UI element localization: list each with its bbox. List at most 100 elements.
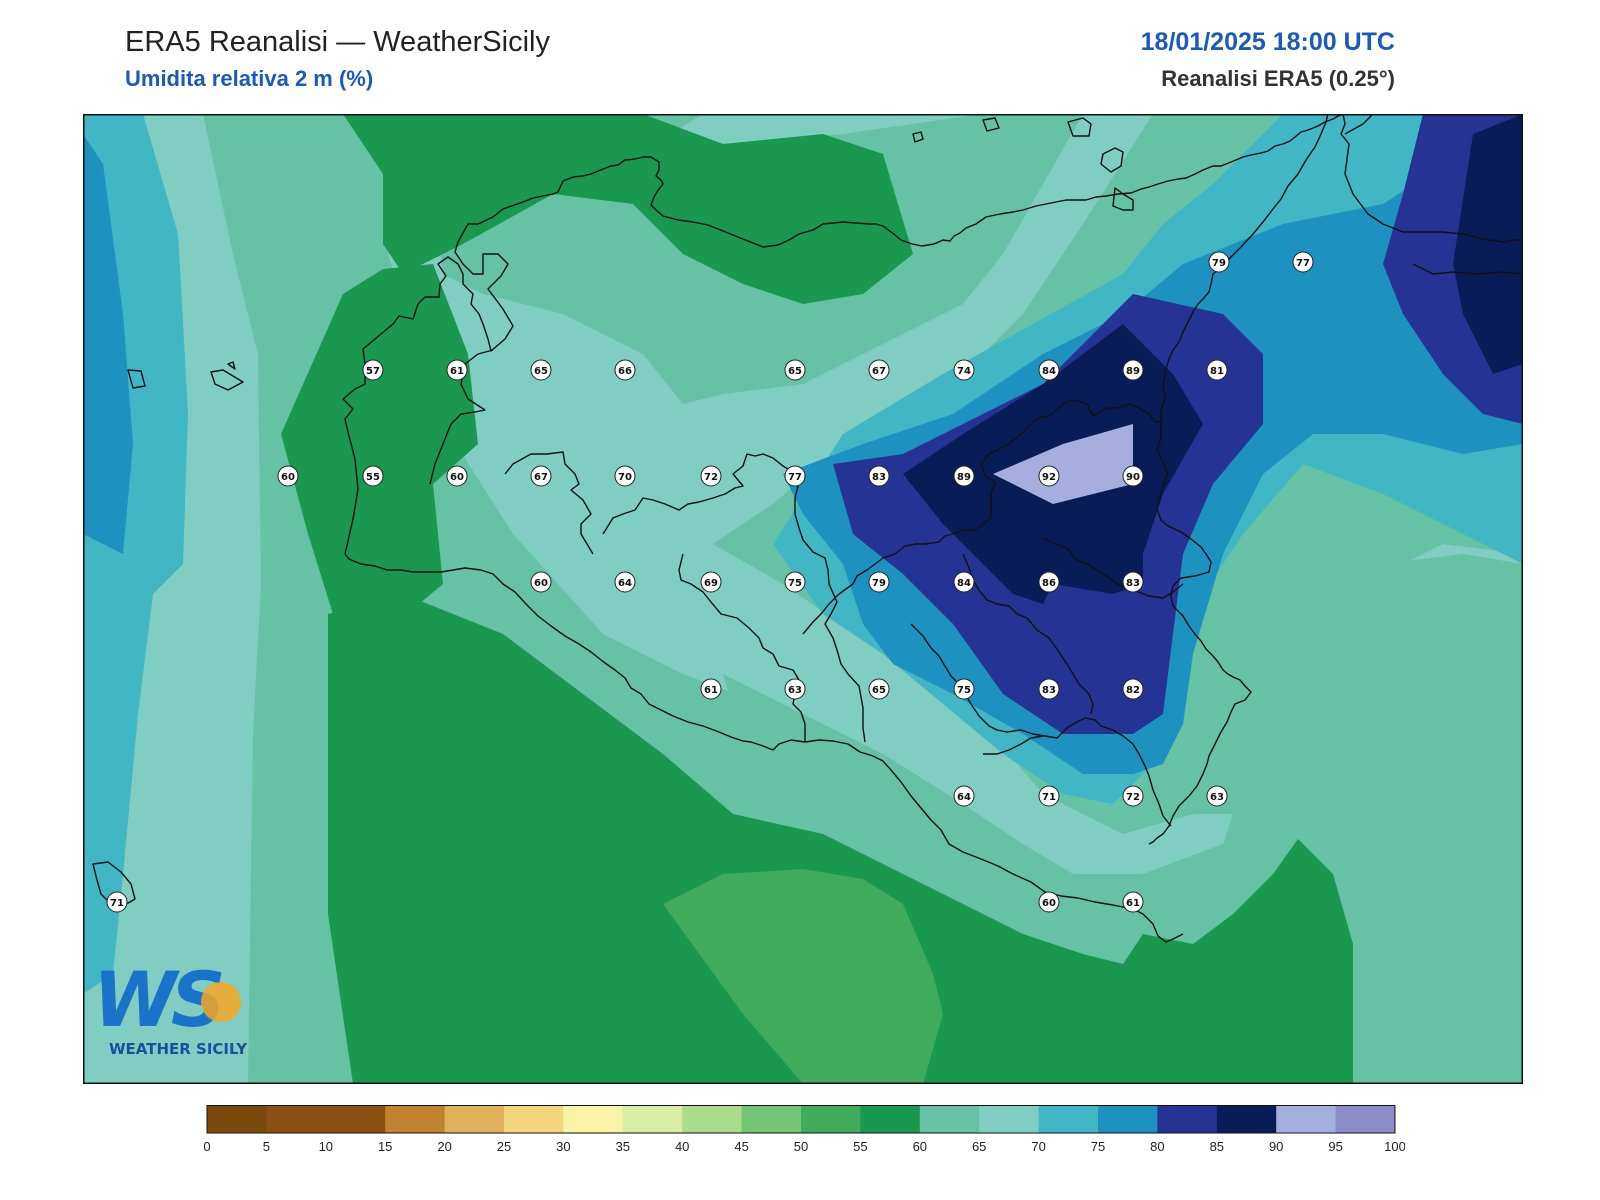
station-value: 86: [1042, 578, 1056, 589]
colorbar-box: [979, 1105, 1040, 1133]
station-circle: [277, 465, 299, 487]
station-circle: [1038, 785, 1060, 807]
station-marker: 77: [1292, 251, 1314, 273]
contour-60-65-south: [723, 674, 1243, 954]
station-circle: [1206, 359, 1228, 381]
humidity-map: 79 77 57 61 65 66 65 67 74 84 89 81 60 55 60 67 70 72 77 83…: [83, 114, 1523, 1084]
station-circle: [1122, 678, 1144, 700]
station-marker: 83: [1122, 571, 1144, 593]
station-value: 63: [788, 685, 802, 696]
station-marker: 55: [362, 465, 384, 487]
station-marker: 75: [784, 571, 806, 593]
map-title: ERA5 Reanalisi — WeatherSicily: [125, 26, 550, 58]
station-circle: [1038, 678, 1060, 700]
colorbar-tick-label: 35: [616, 1139, 630, 1154]
station-circle: [530, 571, 552, 593]
colorbar-tick-label: 70: [1031, 1139, 1045, 1154]
colorbar-box: [207, 1105, 267, 1133]
colorbar-tick-label: 40: [675, 1139, 689, 1154]
station-value: 75: [957, 685, 971, 696]
station-circle: [784, 571, 806, 593]
station-marker: 83: [1038, 678, 1060, 700]
station-value: 83: [872, 472, 886, 483]
sicily-south-coast: [344, 553, 1184, 943]
station-circle: [1122, 359, 1144, 381]
station-value: 63: [1210, 792, 1224, 803]
station-value: 83: [1126, 578, 1140, 589]
colorbar-tick-label: 95: [1328, 1139, 1342, 1154]
station-marker: 64: [614, 571, 636, 593]
colorbar-tick-label: 5: [263, 1139, 270, 1154]
station-circle: [868, 571, 890, 593]
colorbar-tick-label: 45: [734, 1139, 748, 1154]
station-value: 74: [957, 366, 971, 377]
contour-90-95: [993, 424, 1133, 504]
sicily-coastline: [342, 114, 1347, 555]
aeolian-islands: [912, 117, 1134, 211]
station-circle: [953, 571, 975, 593]
station-circle: [1208, 251, 1230, 273]
station-value: 67: [872, 366, 886, 377]
station-marker: 89: [953, 465, 975, 487]
station-value: 60: [450, 472, 464, 483]
station-value: 61: [1126, 898, 1140, 909]
station-circle: [530, 359, 552, 381]
colorbar-tick-label: 55: [853, 1139, 867, 1154]
station-marker: 92: [1038, 465, 1060, 487]
station-marker: 71: [1038, 785, 1060, 807]
colorbar-box: [622, 1105, 683, 1133]
station-value: 75: [788, 578, 802, 589]
station-value: 83: [1042, 685, 1056, 696]
station-circle: [1038, 891, 1060, 913]
map-frame: [83, 114, 1523, 1084]
station-marker: 65: [784, 359, 806, 381]
egadi-islands: [127, 361, 244, 391]
station-circle: [1122, 891, 1144, 913]
contour-55-60-south: [328, 594, 1353, 1084]
station-value: 79: [872, 578, 886, 589]
station-circle: [1038, 465, 1060, 487]
colorbar-tick-label: 20: [437, 1139, 451, 1154]
station-marker: 61: [1122, 891, 1144, 913]
colorbar-tick-label: 0: [203, 1139, 210, 1154]
station-marker: 77: [784, 465, 806, 487]
station-value: 72: [1126, 792, 1140, 803]
station-marker: 63: [784, 678, 806, 700]
station-circle: [700, 571, 722, 593]
station-circle: [362, 359, 384, 381]
station-circle: [784, 465, 806, 487]
colorbar-box: [1098, 1105, 1158, 1133]
station-value: 89: [1126, 366, 1140, 377]
colorbar-tick-label: 65: [972, 1139, 986, 1154]
station-value: 92: [1042, 472, 1056, 483]
colorbar-box: [385, 1105, 446, 1133]
station-marker: 65: [530, 359, 552, 381]
station-marker: 67: [530, 465, 552, 487]
colorbar-box: [266, 1105, 327, 1133]
colorbar-box: [1335, 1105, 1396, 1133]
colorbar-tick-label: 80: [1150, 1139, 1164, 1154]
station-marker: 61: [700, 678, 722, 700]
station-marker: 75: [953, 678, 975, 700]
colorbar-frame: [206, 1105, 1396, 1134]
logo-text: WEATHER SICILY: [109, 1040, 248, 1058]
data-source: Reanalisi ERA5 (0.25°): [1161, 66, 1395, 91]
station-circle: [1206, 785, 1228, 807]
station-circle: [953, 785, 975, 807]
colorbar-box: [1157, 1105, 1218, 1133]
colorbar-tick-label: 90: [1269, 1139, 1283, 1154]
station-marker: 81: [1206, 359, 1228, 381]
station-circle: [784, 359, 806, 381]
pantelleria-island: [92, 861, 136, 907]
colorbar-tick-label: 60: [913, 1139, 927, 1154]
contour-75-80-west: [83, 134, 133, 554]
station-marker: 89: [1122, 359, 1144, 381]
station-value: 82: [1126, 685, 1140, 696]
station-value: 71: [110, 898, 124, 909]
station-marker: 60: [277, 465, 299, 487]
colorbar-box: [563, 1105, 624, 1133]
station-circle: [446, 359, 468, 381]
station-circle: [1122, 465, 1144, 487]
station-circle: [700, 465, 722, 487]
station-circle: [953, 359, 975, 381]
